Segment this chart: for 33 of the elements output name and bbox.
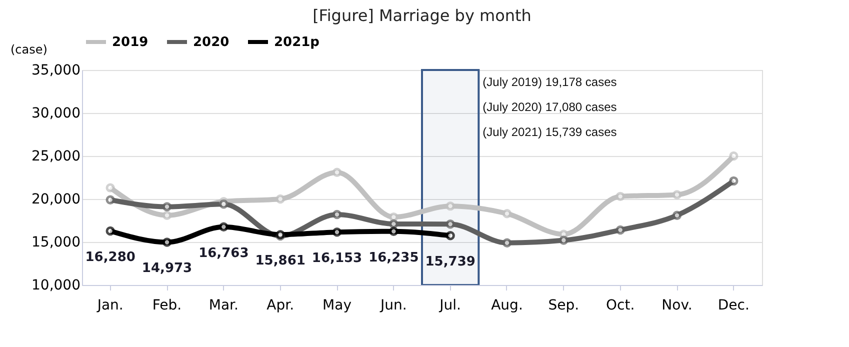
x-tick-label: Apr. [266, 298, 294, 314]
annotation: (July 2020) 17,080 cases [482, 100, 617, 114]
annotation: (July 2019) 19,178 cases [482, 75, 617, 89]
x-tick-label: Sep. [548, 298, 580, 314]
y-tick-label: 30,000 [32, 106, 80, 122]
x-tick-label: Aug. [491, 298, 523, 314]
data-label: 16,153 [312, 251, 362, 266]
data-label: 16,235 [368, 250, 419, 266]
y-tick-label: 15,000 [32, 234, 80, 250]
y-tick-label: 20,000 [32, 192, 80, 208]
legend-label: 2020 [193, 35, 230, 50]
data-label: 15,861 [255, 254, 306, 269]
x-tick-label: Mar. [208, 298, 238, 314]
annotation: (July 2021) 15,739 cases [482, 125, 617, 139]
x-tick-label: Jun. [380, 298, 407, 314]
y-tick-label: 35,000 [32, 62, 80, 78]
y-tick-label: 25,000 [32, 148, 80, 164]
y-axis-title: (case) [10, 42, 48, 56]
x-tick-label: Oct. [606, 298, 635, 314]
data-label: 16,280 [85, 250, 136, 265]
data-label: 14,973 [142, 261, 192, 276]
y-tick-label: 10,000 [32, 278, 80, 294]
chart-title: [Figure] Marriage by month [312, 6, 532, 25]
x-tick-label: Nov. [662, 298, 692, 314]
data-label: 15,739 [425, 254, 476, 270]
legend-label: 2019 [112, 35, 148, 50]
data-label: 16,763 [198, 246, 249, 261]
x-tick-label: Feb. [152, 298, 182, 314]
x-tick-label: Dec. [718, 298, 750, 314]
x-tick-label: Jul. [438, 298, 462, 314]
legend-label: 2021p [274, 35, 320, 50]
x-tick-label: May [322, 298, 352, 314]
x-tick-label: Jan. [96, 298, 124, 314]
